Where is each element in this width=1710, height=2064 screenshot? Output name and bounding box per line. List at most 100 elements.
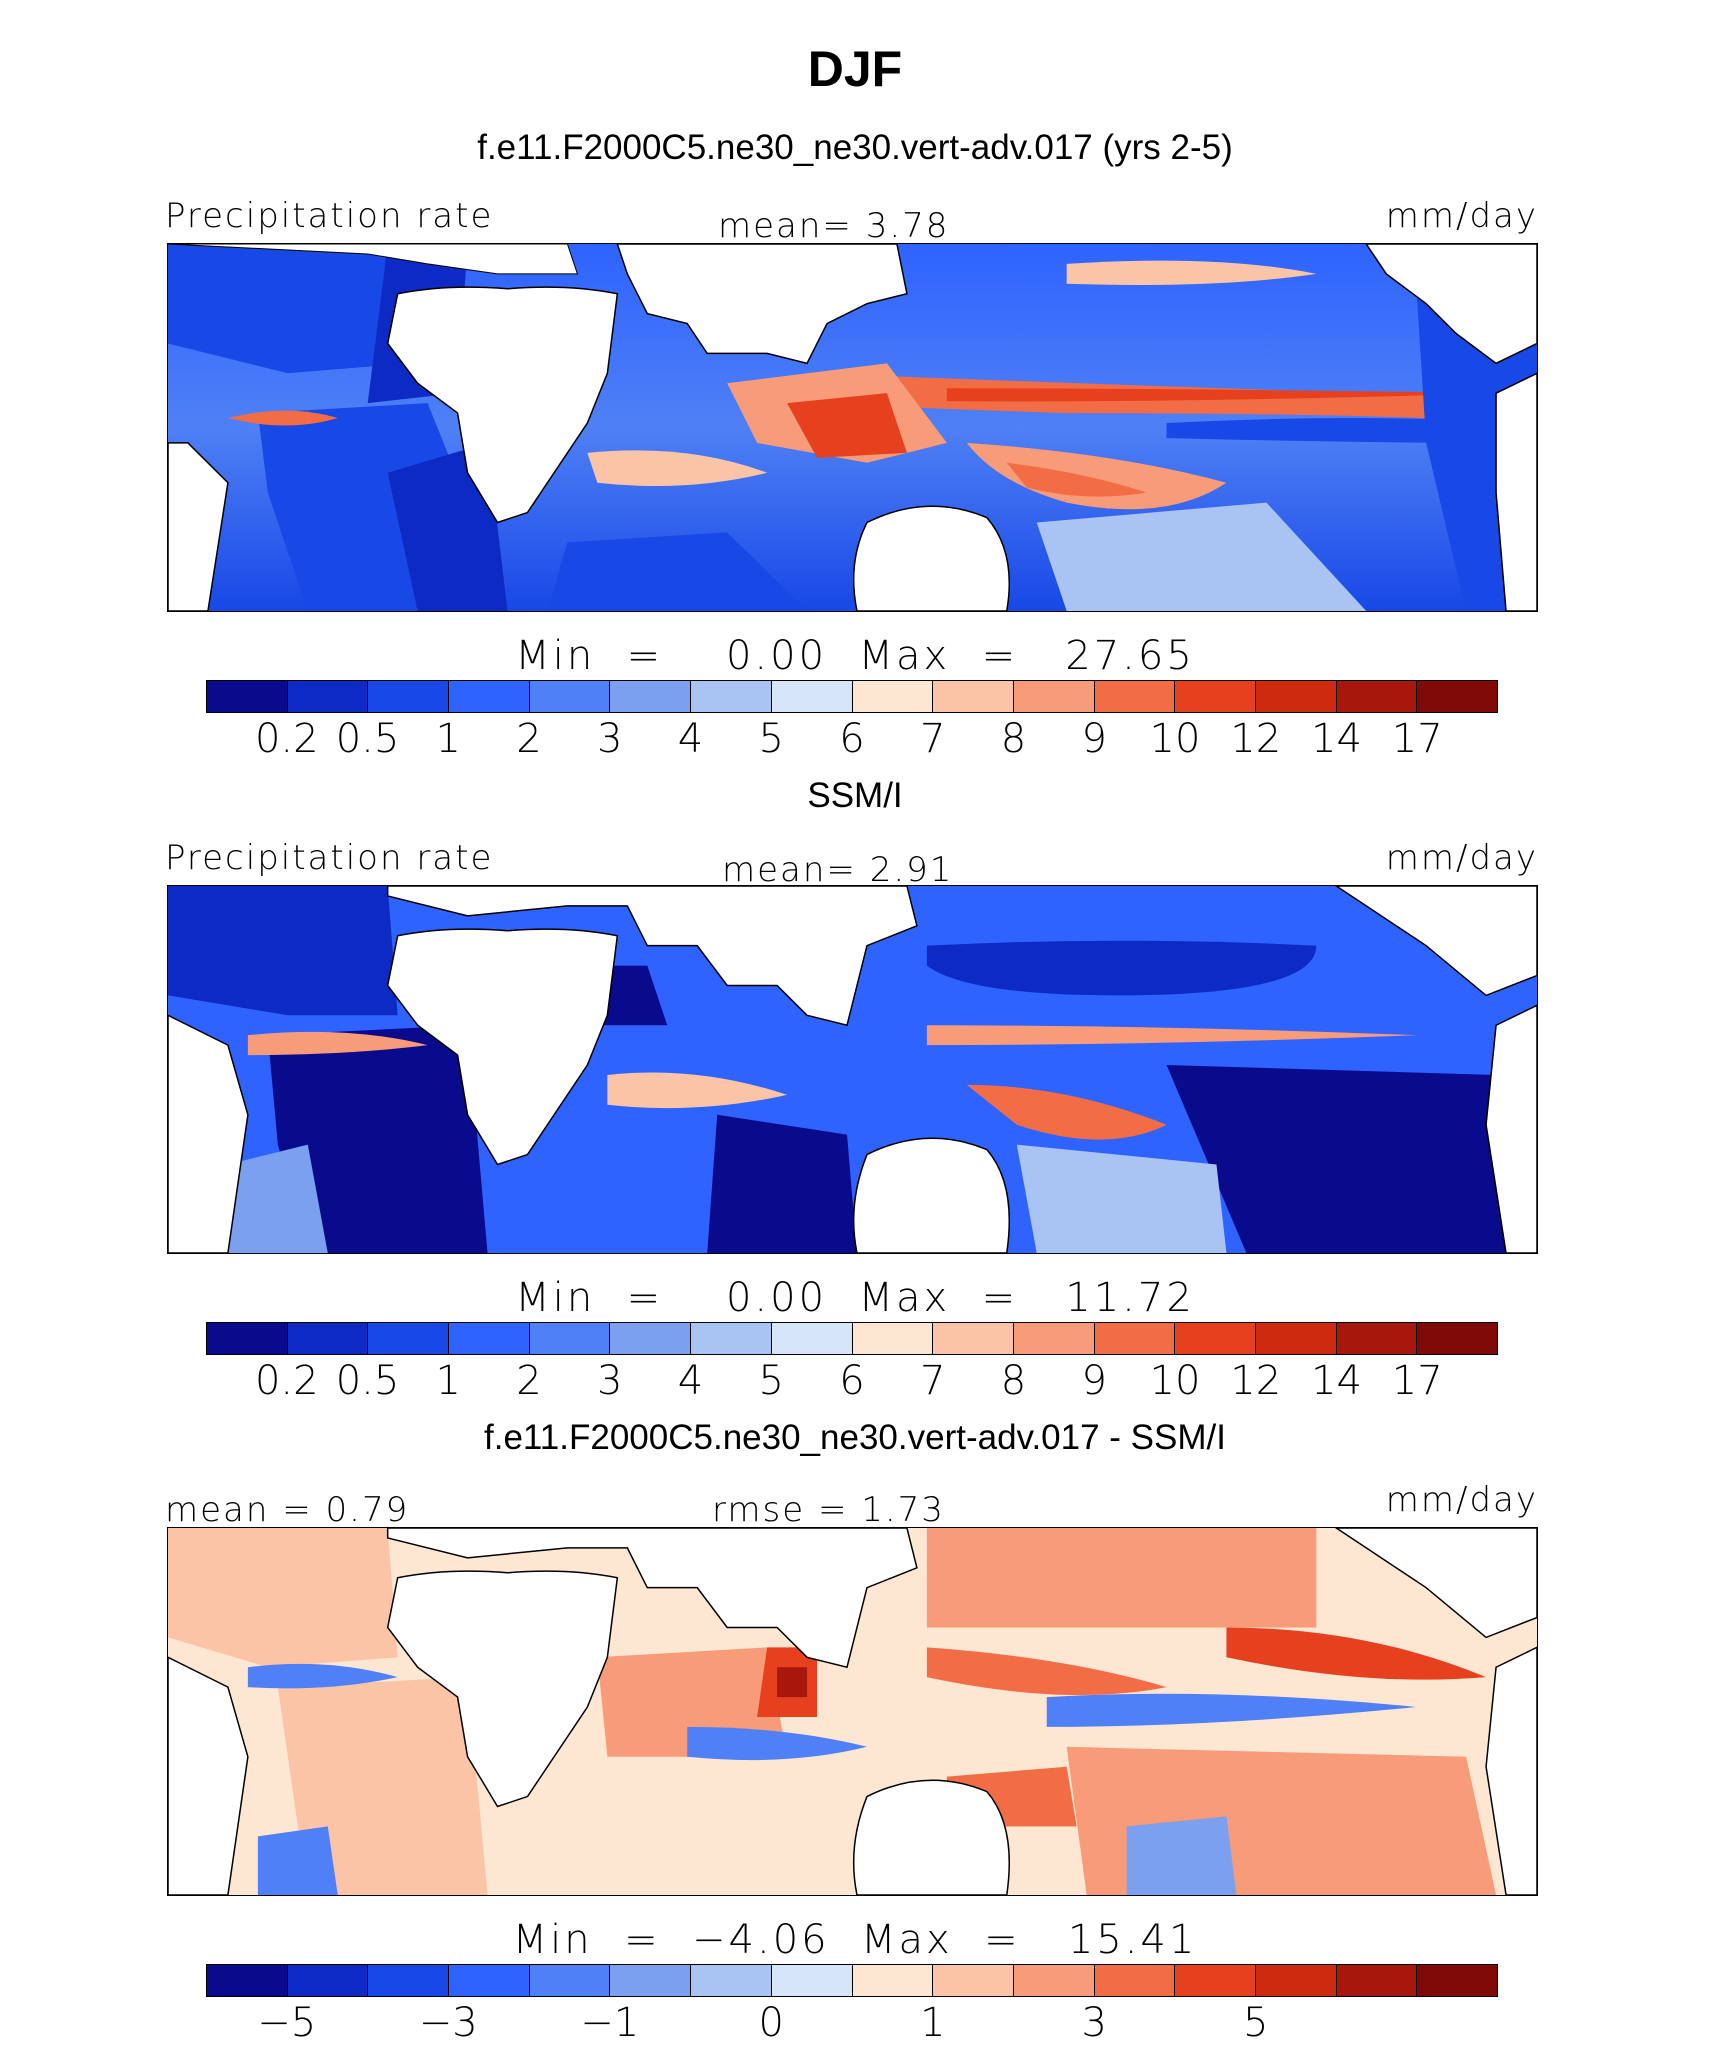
colorbar-tick-label: 8: [1000, 716, 1027, 762]
figure-title: DJF: [807, 41, 903, 97]
panel-2-subtitle: SSM/I: [807, 776, 903, 815]
colorbar-swatch: [1013, 681, 1095, 712]
panel-3-units-label: mm/day: [1385, 1480, 1538, 1520]
colorbar-swatch: [1417, 1323, 1497, 1354]
panel-1-units-label: mm/day: [1385, 196, 1538, 236]
colorbar-tick-label: 4: [677, 716, 704, 762]
colorbar-swatch: [933, 1965, 1014, 1996]
colorbar-tick-label: 0.5: [335, 1358, 400, 1404]
colorbar-swatch: [368, 1965, 450, 1996]
panel-3-colorbar: [206, 1964, 1498, 1997]
colorbar-tick-label: 3: [597, 1358, 623, 1404]
colorbar-swatch: [529, 681, 611, 712]
panel-3-rmse-label: rmse = 1.73: [712, 1490, 945, 1530]
colorbar-tick-label: 4: [677, 1358, 704, 1404]
colorbar-swatch: [1255, 681, 1337, 712]
colorbar-swatch: [691, 1965, 772, 1996]
colorbar-tick-label: 0: [758, 2000, 784, 2046]
colorbar-swatch: [1336, 1323, 1418, 1354]
colorbar-swatch: [691, 1323, 772, 1354]
panel-1-precip-field: [168, 244, 1537, 611]
colorbar-tick-label: 9: [1081, 716, 1107, 762]
panel-2-map: [167, 885, 1538, 1254]
panel-2-colorbar: [206, 1322, 1498, 1355]
panel-2-precip-field: [168, 886, 1537, 1253]
colorbar-tick-label: 7: [920, 1358, 946, 1404]
colorbar-tick-label: 14: [1311, 1358, 1362, 1404]
panel-3-difference-field: [168, 1528, 1537, 1895]
panel-2-units-label: mm/day: [1385, 838, 1538, 878]
panel-1-mean-label: mean= 3.78: [718, 206, 950, 246]
panel-1-variable-label: Precipitation rate: [165, 196, 494, 236]
colorbar-tick-label: −5: [257, 2000, 317, 2046]
colorbar-tick-label: 12: [1230, 716, 1282, 762]
colorbar-tick-label: 0.2: [254, 1358, 319, 1404]
panel-3-mean-label: mean = 0.79: [165, 1490, 410, 1530]
colorbar-tick-label: 5: [758, 716, 784, 762]
colorbar-swatch: [1417, 681, 1497, 712]
panel-2-minmax: Min = 0.00 Max = 11.72: [515, 1275, 1195, 1321]
colorbar-swatch: [1175, 1965, 1256, 1996]
colorbar-tick-label: 12: [1230, 1358, 1282, 1404]
colorbar-swatch: [610, 1323, 692, 1354]
colorbar-swatch: [287, 681, 369, 712]
colorbar-tick-label: 7: [920, 716, 946, 762]
panel-3-subtitle: f.e11.F2000C5.ne30_ne30.vert-adv.017 - S…: [484, 1418, 1226, 1457]
colorbar-tick-label: −3: [418, 2000, 478, 2046]
colorbar-swatch: [287, 1323, 369, 1354]
panel-1-minmax: Min = 0.00 Max = 27.65: [515, 633, 1195, 679]
colorbar-swatch: [1336, 681, 1418, 712]
panel-1-colorbar-ticks: 0.2 0.5 1 2 3 4 5 6 7 8 9 10 12 14 17: [206, 716, 1498, 762]
colorbar-swatch: [933, 1323, 1014, 1354]
colorbar-swatch: [1175, 1323, 1256, 1354]
colorbar-swatch: [1175, 681, 1256, 712]
colorbar-tick-label: 5: [758, 1358, 784, 1404]
colorbar-tick-label: 6: [839, 1358, 865, 1404]
colorbar-swatch: [1094, 1965, 1176, 1996]
colorbar-swatch: [1417, 1965, 1497, 1996]
colorbar-swatch: [1336, 1965, 1418, 1996]
colorbar-swatch: [449, 681, 530, 712]
colorbar-swatch: [852, 1323, 934, 1354]
panel-2-colorbar-ticks: 0.2 0.5 1 2 3 4 5 6 7 8 9 10 12 14 17: [206, 1358, 1498, 1404]
colorbar-tick-label: 2: [516, 1358, 542, 1404]
colorbar-tick-label: 0.2: [254, 716, 319, 762]
colorbar-swatch: [368, 1323, 450, 1354]
colorbar-swatch: [1255, 1323, 1337, 1354]
colorbar-swatch: [207, 1965, 288, 1996]
colorbar-tick-label: 3: [597, 716, 623, 762]
colorbar-tick-label: −1: [580, 2000, 640, 2046]
colorbar-tick-label: 10: [1149, 1358, 1201, 1404]
colorbar-swatch: [1094, 1323, 1176, 1354]
panel-1-subtitle: f.e11.F2000C5.ne30_ne30.vert-adv.017 (yr…: [477, 128, 1233, 167]
colorbar-swatch: [287, 1965, 369, 1996]
panel-3-colorbar-ticks: −5 −3 −1 0 1 3 5: [206, 2000, 1498, 2046]
colorbar-swatch: [852, 1965, 934, 1996]
colorbar-swatch: [933, 681, 1014, 712]
colorbar-swatch: [610, 681, 692, 712]
colorbar-tick-label: 0.5: [335, 716, 400, 762]
colorbar-swatch: [207, 681, 288, 712]
colorbar-swatch: [691, 681, 772, 712]
colorbar-tick-label: 10: [1149, 716, 1201, 762]
colorbar-tick-label: 14: [1311, 716, 1362, 762]
colorbar-swatch: [368, 681, 450, 712]
colorbar-swatch: [207, 1323, 288, 1354]
colorbar-tick-label: 9: [1081, 1358, 1107, 1404]
colorbar-swatch: [1013, 1965, 1095, 1996]
colorbar-swatch: [1094, 681, 1176, 712]
colorbar-swatch: [529, 1323, 611, 1354]
colorbar-tick-label: 1: [920, 2000, 946, 2046]
panel-2-variable-label: Precipitation rate: [165, 838, 494, 878]
colorbar-tick-label: 8: [1000, 1358, 1027, 1404]
colorbar-swatch: [1255, 1965, 1337, 1996]
colorbar-swatch: [449, 1323, 530, 1354]
colorbar-swatch: [610, 1965, 692, 1996]
panel-1-map: [167, 243, 1538, 612]
colorbar-tick-label: 6: [839, 716, 865, 762]
colorbar-tick-label: 17: [1391, 716, 1443, 762]
colorbar-tick-label: 2: [516, 716, 542, 762]
colorbar-tick-label: 3: [1081, 2000, 1107, 2046]
colorbar-swatch: [771, 681, 853, 712]
colorbar-tick-label: 17: [1391, 1358, 1443, 1404]
